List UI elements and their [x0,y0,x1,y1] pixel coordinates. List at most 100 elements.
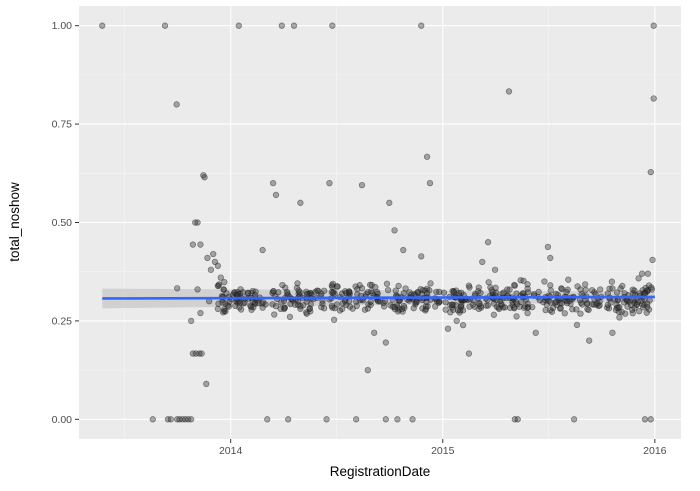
data-point [400,246,407,254]
data-point [647,416,654,423]
data-point [630,290,637,297]
data-point [384,286,392,294]
data-point [391,306,399,313]
x-tick-label-2016: 2016 [643,445,667,457]
data-point [552,298,560,305]
data-point [484,302,492,309]
data-point [187,416,195,423]
data-point [198,350,205,357]
trend-line-path [102,295,655,300]
data-point [333,283,341,290]
data-point [475,305,482,313]
data-point [321,287,328,294]
data-point [520,277,527,284]
data-point [594,300,601,307]
data-point [99,22,106,29]
data-point [221,307,228,315]
data-point [585,306,592,314]
data-point [608,278,615,285]
data-point [233,291,240,298]
data-point [214,262,222,269]
data-point [524,285,531,292]
data-point [358,181,366,189]
data-point [353,416,360,423]
data-point [556,305,564,312]
data-point [616,303,623,311]
data-point [588,287,596,294]
data-point [341,298,349,305]
data-point [643,309,650,316]
data-point [367,298,374,305]
data-point [306,305,313,312]
data-point [225,303,233,310]
data-point [458,301,465,308]
data-point [418,253,425,260]
data-point [493,289,500,296]
x-axis-ticks: 2014 2015 2016 [219,439,667,457]
data-point [635,275,642,282]
data-point [547,254,554,262]
data-point [622,310,629,317]
data-point [196,350,203,357]
data-point [259,304,266,311]
data-point [609,329,616,336]
data-point [391,227,398,234]
data-point [343,289,350,297]
data-point [330,316,338,323]
data-point [440,289,448,296]
data-point [241,299,248,306]
data-point [270,288,277,295]
data-point [544,243,552,251]
data-point [194,286,201,293]
x-axis-title: RegistrationDate [330,464,431,479]
data-point [221,279,228,286]
data-point [477,289,484,297]
y-tick-label-0.50: 0.50 [52,217,73,229]
data-point [204,254,211,262]
data-point [264,416,271,423]
data-point [597,286,604,293]
data-point [558,285,566,293]
data-point [511,281,518,289]
data-point [282,284,289,291]
data-point [303,310,310,317]
data-point [620,299,628,306]
data-point [436,288,443,295]
data-point [356,282,363,289]
data-point [590,301,597,308]
data-point [613,289,621,296]
data-point [328,282,335,289]
data-point [513,290,520,297]
data-point [326,179,333,187]
data-point [466,303,473,310]
data-point [328,302,335,310]
data-point [201,174,208,181]
data-point [269,301,276,308]
data-point [173,101,180,108]
data-point [280,305,288,313]
data-point [524,309,531,317]
data-point [290,22,298,29]
data-point [491,266,499,273]
data-point [624,303,631,310]
data-point [362,291,370,298]
data-point [453,317,460,325]
data-point [294,280,301,287]
data-point [616,314,623,321]
data-point [383,280,391,287]
data-point [604,301,611,309]
data-point [210,250,217,258]
data-point [641,416,649,423]
data-point [372,284,379,291]
data-point [609,285,616,292]
data-point [272,303,280,310]
data-point [495,305,503,313]
data-point [532,329,539,336]
data-point [514,416,521,423]
data-point [255,299,262,307]
data-point [395,282,402,290]
data-point [563,300,571,307]
data-point [364,366,371,374]
data-point [149,416,156,423]
y-tick-label-1.00: 1.00 [52,20,73,32]
